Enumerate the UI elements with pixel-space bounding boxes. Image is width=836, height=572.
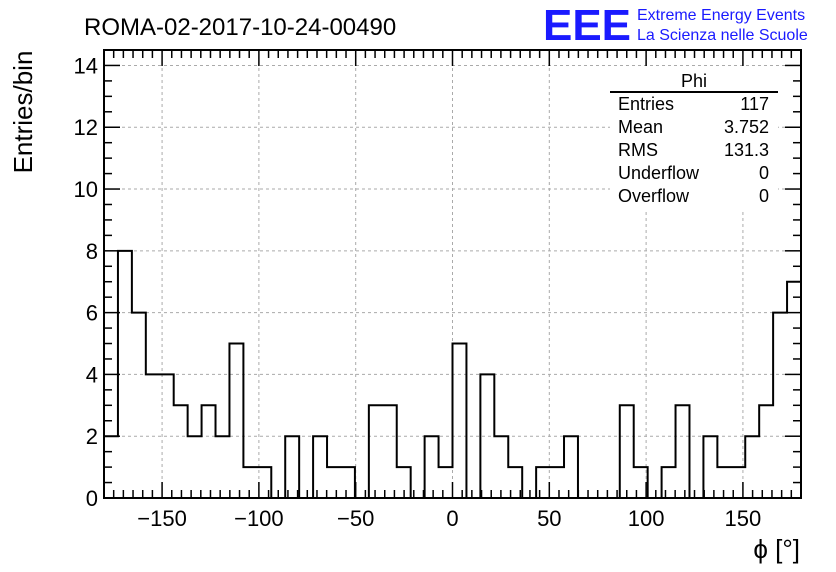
y-axis-label: Entries/bin xyxy=(8,51,38,174)
stats-box: Phi Entries 117 Mean 3.752 RMS 131.3 Und… xyxy=(610,68,778,210)
y-tick-label: 2 xyxy=(86,424,98,449)
y-tick-label: 0 xyxy=(86,486,98,511)
stats-label-underflow: Underflow xyxy=(618,163,700,183)
stats-title: Phi xyxy=(681,71,707,91)
y-tick-label: 8 xyxy=(86,239,98,264)
y-tick-label: 14 xyxy=(74,53,98,78)
stats-value-rms: 131.3 xyxy=(724,140,769,160)
x-tick-label: −150 xyxy=(137,506,187,531)
x-tick-label: 150 xyxy=(725,506,762,531)
logo-line2: La Scienza nelle Scuole xyxy=(637,27,808,44)
x-axis-label: ϕ [°] xyxy=(753,534,800,564)
stats-label-entries: Entries xyxy=(618,94,674,114)
stats-value-overflow: 0 xyxy=(759,186,769,206)
logo-line1: Extreme Energy Events xyxy=(637,7,805,24)
stats-label-rms: RMS xyxy=(618,140,658,160)
histogram-step-line xyxy=(103,249,802,499)
stats-value-entries: 117 xyxy=(740,94,769,114)
x-tick-label: −100 xyxy=(234,506,284,531)
x-axis-ticks: −150 −100 −50 0 50 100 150 xyxy=(112,50,793,531)
y-tick-label: 6 xyxy=(86,301,98,326)
x-tick-label: 50 xyxy=(537,506,561,531)
x-tick-label: 0 xyxy=(446,506,458,531)
stats-value-mean: 3.752 xyxy=(724,117,769,137)
stats-label-mean: Mean xyxy=(618,117,663,137)
x-tick-label: 100 xyxy=(628,506,665,531)
plot-title: ROMA-02-2017-10-24-00490 xyxy=(84,14,396,41)
x-tick-label: −50 xyxy=(337,506,374,531)
stats-label-overflow: Overflow xyxy=(618,186,690,206)
y-tick-label: 12 xyxy=(74,115,98,140)
y-tick-label: 10 xyxy=(74,177,98,202)
y-tick-label: 4 xyxy=(86,362,98,387)
stats-value-underflow: 0 xyxy=(759,163,769,183)
eee-logo: EEE xyxy=(543,1,631,50)
y-axis-ticks: 0 2 4 6 8 10 12 14 xyxy=(74,53,801,511)
